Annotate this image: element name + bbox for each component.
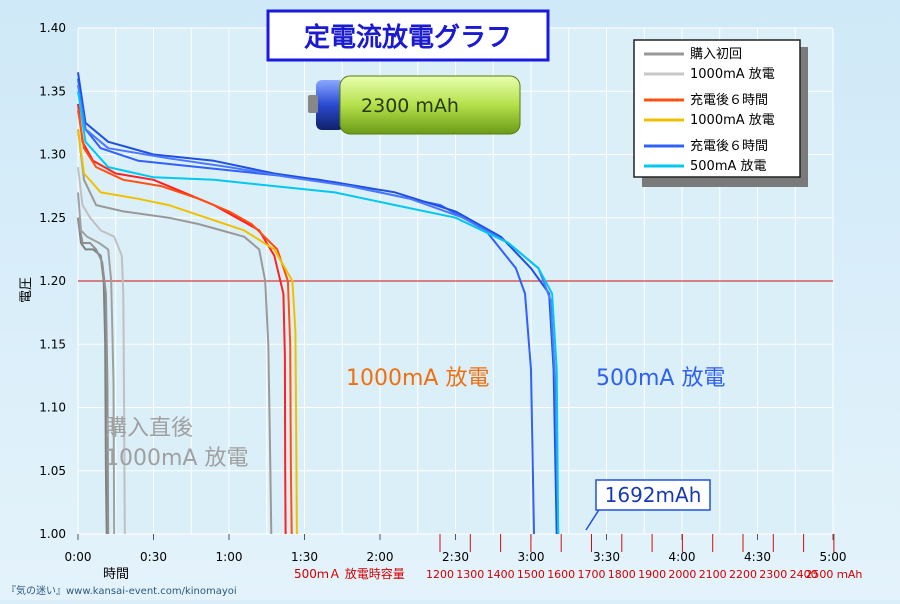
capacity-tick-label: 2200 — [729, 568, 757, 581]
footer-credit: 『気の迷い』www.kansai-event.com/kinomayoi — [6, 584, 237, 597]
y-tick-label: 1.00 — [39, 527, 66, 541]
battery-label: 2300 mAh — [361, 95, 459, 117]
series-line — [77, 110, 293, 535]
y-tick-label: 1.05 — [39, 464, 66, 478]
x-tick-label: 1:00 — [216, 550, 243, 564]
capacity-tick-label: 1300 — [456, 568, 484, 581]
x-tick-label: 0:00 — [65, 550, 92, 564]
x-tick-label: 3:30 — [593, 550, 620, 564]
y-tick-label: 1.30 — [39, 148, 66, 162]
capacity-tick-label: 1600 — [547, 568, 575, 581]
annotation-1000mA: 1000mA 放電 — [346, 366, 489, 391]
capacity-tick-label: 2100 — [699, 568, 727, 581]
y-tick-label: 1.15 — [39, 337, 66, 351]
title-box: 定電流放電グラフ — [266, 9, 550, 62]
series-line — [77, 103, 287, 535]
reference-markers: 1200 1300 1400 1500 1600 1700 1800 1900 2000 2100… — [426, 534, 862, 581]
capacity-tick-label: 1700 — [578, 568, 606, 581]
annotation-new-line2: 1000mA 放電 — [105, 446, 248, 471]
x-tick-label: 3:00 — [518, 550, 545, 564]
x-tick-label: 2:00 — [367, 550, 394, 564]
capacity-tick-label: 1900 — [638, 568, 666, 581]
series-line — [77, 217, 108, 535]
y-tick-label: 1.10 — [39, 401, 66, 415]
capacity-tick-label: 1500 — [517, 568, 545, 581]
axis-ticks: 1.00 1.05 1.10 1.15 1.20 1.25 1.30 1.35 1.40 0:00… — [39, 21, 846, 564]
chart-title: 定電流放電グラフ — [304, 22, 512, 53]
annotation-new-line1: 購入直後 — [105, 416, 193, 441]
x-tick-label: 2:30 — [442, 550, 469, 564]
legend-label: 1000mA 放電 — [690, 113, 775, 128]
legend-label: 充電後６時間 — [690, 138, 768, 154]
series-line — [77, 84, 560, 535]
capacity-tick-label: 2000 — [668, 568, 696, 581]
x-tick-label: 4:30 — [744, 550, 771, 564]
capacity-callout: 1692mAh — [585, 479, 711, 531]
y-tick-label: 1.25 — [39, 211, 66, 225]
legend-label: 購入初回 — [690, 47, 742, 62]
series-line — [77, 129, 298, 535]
x-tick-label: 5:00 — [820, 550, 847, 564]
annotation-500mA: 500mA 放電 — [596, 366, 725, 391]
x-tick-label: 4:00 — [669, 550, 696, 564]
x-tick-label: 1:30 — [291, 550, 318, 564]
callout-label: 1692mAh — [605, 483, 702, 507]
legend-label: 500mA 放電 — [690, 159, 767, 174]
series-line — [77, 91, 560, 535]
capacity-tick-label: 2400 — [790, 568, 818, 581]
series-line — [77, 166, 126, 535]
series-line — [77, 129, 273, 535]
legend-label: 1000mA 放電 — [690, 67, 775, 82]
series-line — [77, 217, 110, 535]
x-axis-label: 時間 — [103, 567, 129, 582]
y-axis-label: 電圧 — [19, 277, 34, 303]
capacity-axis-label: 500ｍＡ 放電時容量 — [294, 566, 405, 581]
series-line — [77, 192, 116, 535]
legend-label: 充電後６時間 — [690, 92, 768, 108]
series-lines — [77, 72, 560, 535]
capacity-tick-label: 2300 — [759, 568, 787, 581]
capacity-tick-label: 1200 — [426, 568, 454, 581]
battery-illustration: 2300 mAh — [308, 75, 521, 135]
capacity-tick-label: 1800 — [608, 568, 636, 581]
capacity-tick-label: 2500 ｍAh — [805, 568, 862, 581]
capacity-tick-label: 1400 — [487, 568, 515, 581]
y-tick-label: 1.40 — [39, 21, 66, 35]
x-tick-label: 0:30 — [140, 550, 167, 564]
y-tick-label: 1.20 — [39, 274, 66, 288]
y-tick-label: 1.35 — [39, 84, 66, 98]
